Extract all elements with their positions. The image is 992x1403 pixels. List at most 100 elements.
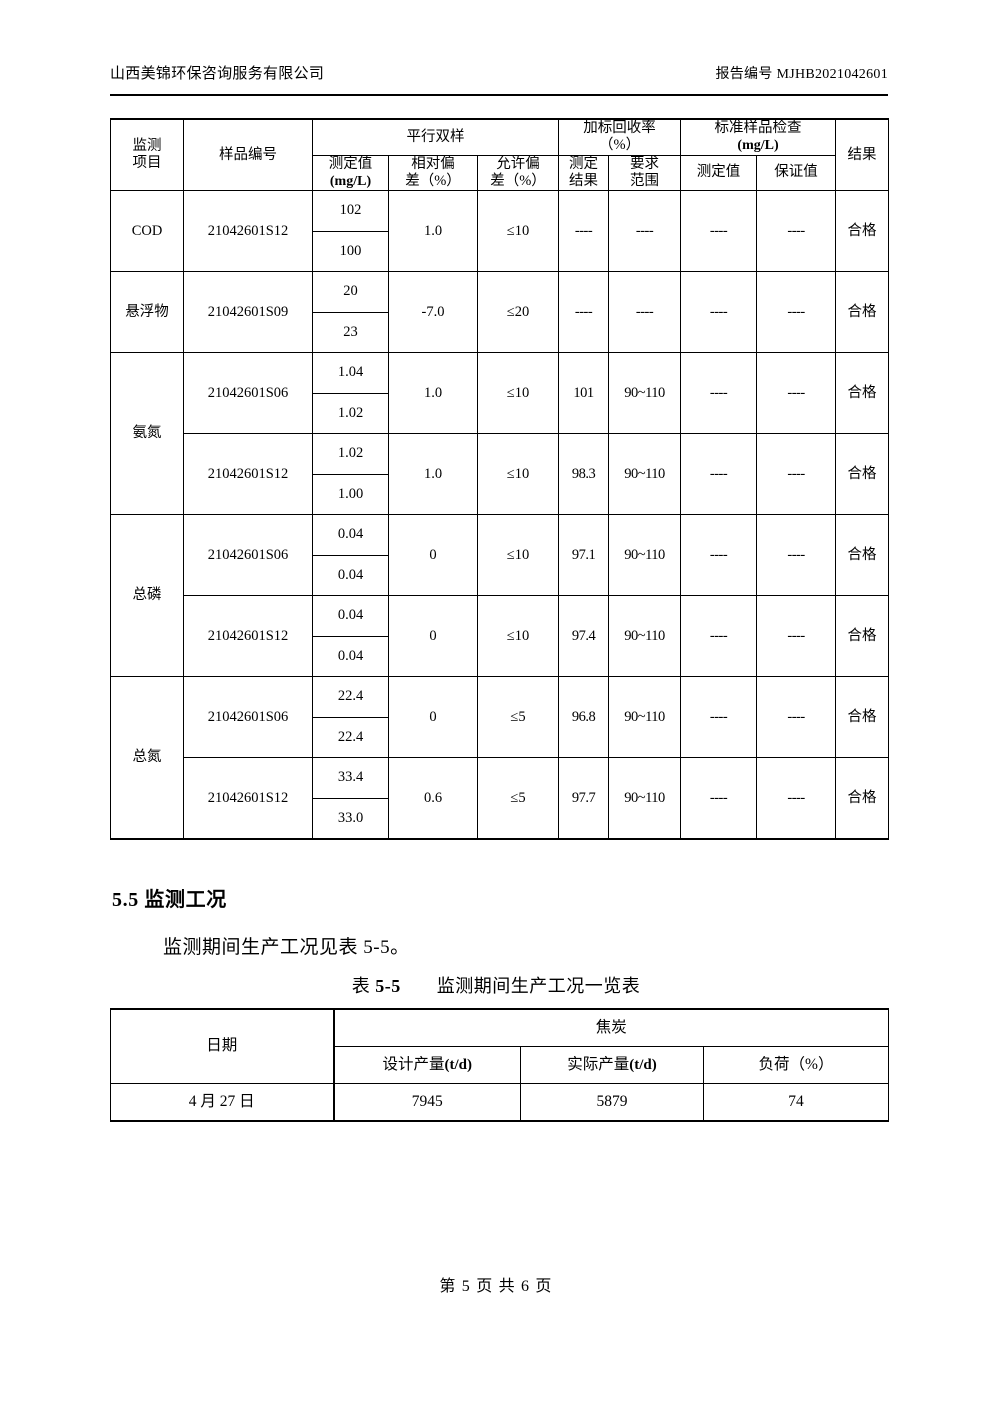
- cell-duplicate-values: 1.02 1.00: [312, 433, 389, 516]
- cell-result: 合格: [835, 433, 890, 516]
- cell-result: 合格: [835, 757, 890, 841]
- cell-result: 合格: [835, 514, 890, 597]
- qc-results-table: 监测 项目 样品编号 平行双样 加标回收率 （%） 标准样品检查 (mg/L) 结果 测定值 (mg…: [110, 118, 890, 841]
- cell-monitor-item: 氨氮: [110, 352, 184, 516]
- table-caption: 表 5-5 监测期间生产工况一览表: [0, 972, 992, 998]
- header-std-measured: 测定值: [680, 154, 758, 192]
- cell-spike-range: 90~110: [608, 514, 682, 597]
- section-title: 5.5 监测工况: [112, 889, 227, 911]
- cell-relative-deviation: -7.0: [388, 271, 478, 354]
- cell-allowed-deviation: ≤5: [476, 676, 560, 759]
- table-row: COD 21042601S12 102 100 1.0 ≤10 ---- ---- ---- --…: [110, 190, 890, 273]
- cell-duplicate-2: 0.04: [337, 566, 364, 583]
- cell-std-measured: ----: [680, 352, 758, 435]
- cell-result: 合格: [835, 190, 890, 273]
- table-row: 悬浮物 21042601S09 20 23 -7.0 ≤20 ---- ---- ---- ---…: [110, 271, 890, 354]
- cell-allowed-deviation: ≤10: [476, 595, 560, 678]
- cell-result: 合格: [835, 676, 890, 759]
- cell-duplicate-values: 33.4 33.0: [312, 757, 389, 841]
- company-name: 山西美锦环保咨询服务有限公司: [110, 66, 325, 82]
- table-row: 4 月 27 日 7945 5879 74: [110, 1083, 890, 1122]
- cell-allowed-deviation: ≤20: [476, 271, 560, 354]
- cell-std-guarantee: ----: [756, 595, 837, 678]
- cell-std-measured: ----: [680, 595, 758, 678]
- cell-sample-no: 21042601S12: [183, 433, 313, 516]
- caption-text: 监测期间生产工况一览表: [436, 976, 641, 996]
- section-paragraph: 监测期间生产工况见表 5-5。: [163, 937, 410, 958]
- cell-duplicate-2: 22.4: [337, 728, 364, 745]
- cell-std-guarantee: ----: [756, 433, 837, 516]
- cell-spike-result: 97.7: [558, 757, 610, 841]
- cell-std-guarantee: ----: [756, 190, 837, 273]
- cell-std-guarantee: ----: [756, 676, 837, 759]
- cell-std-measured: ----: [680, 433, 758, 516]
- cell-duplicate-values: 1.04 1.02: [312, 352, 389, 435]
- cell-result: 合格: [835, 271, 890, 354]
- qc-header-row-1: 监测 项目 样品编号 平行双样 加标回收率 （%） 标准样品检查 (mg/L) 结果: [110, 118, 890, 192]
- cell-duplicate-values: 0.04 0.04: [312, 595, 389, 678]
- cell-duplicate-values: 0.04 0.04: [312, 514, 389, 597]
- cell-duplicate-1: 0.04: [313, 596, 388, 637]
- cell-relative-deviation: 1.0: [388, 190, 478, 273]
- cell-monitor-item: 总磷: [110, 514, 184, 678]
- cell-spike-result: ----: [558, 271, 610, 354]
- header-measured-value: 测定值 (mg/L): [312, 154, 389, 192]
- cell-sample-no: 21042601S12: [183, 190, 313, 273]
- cell-spike-range: ----: [608, 271, 682, 354]
- cell-duplicate-values: 20 23: [312, 271, 389, 354]
- cell-relative-deviation: 1.0: [388, 352, 478, 435]
- table-row: 21042601S12 1.02 1.00 1.0 ≤10 98.3 90~110 ---- -…: [111, 433, 890, 516]
- cell-std-guarantee: ----: [756, 352, 837, 435]
- header-load: 负荷（%）: [702, 1046, 890, 1084]
- cell-spike-range: 90~110: [608, 433, 682, 516]
- cell-spike-result: 97.4: [558, 595, 610, 678]
- cell-std-measured: ----: [680, 757, 758, 841]
- cell-std-guarantee: ----: [756, 757, 837, 841]
- cell-relative-deviation: 1.0: [388, 433, 478, 516]
- cell-date: 4 月 27 日: [110, 1083, 334, 1122]
- cell-spike-result: 101: [558, 352, 610, 435]
- cell-std-measured: ----: [680, 676, 758, 759]
- cell-relative-deviation: 0: [388, 595, 478, 678]
- cell-spike-range: 90~110: [608, 352, 682, 435]
- prod-header-row-2: 设计产量(t/d) 实际产量(t/d) 负荷（%）: [111, 1046, 890, 1084]
- production-table: 日期 焦炭 设计产量(t/d) 实际产量(t/d) 负荷（%） 4 月 27 日 7945 5…: [110, 1008, 890, 1122]
- header-sample-no: 样品编号: [183, 118, 313, 192]
- cell-sample-no: 21042601S06: [183, 676, 313, 759]
- table-row: 21042601S12 33.4 33.0 0.6 ≤5 97.7 90~110 ---- --…: [111, 757, 890, 841]
- cell-std-guarantee: ----: [756, 514, 837, 597]
- cell-result: 合格: [835, 595, 890, 678]
- cell-allowed-deviation: ≤5: [476, 757, 560, 841]
- cell-sample-no: 21042601S06: [183, 352, 313, 435]
- cell-sample-no: 21042601S06: [183, 514, 313, 597]
- table-row: 21042601S12 0.04 0.04 0 ≤10 97.4 90~110 ---- ---…: [111, 595, 890, 678]
- cell-duplicate-2: 1.00: [337, 485, 364, 502]
- page-footer: 第 5 页 共 6 页: [439, 1278, 553, 1295]
- cell-actual-output: 5879: [520, 1083, 704, 1122]
- cell-allowed-deviation: ≤10: [476, 433, 560, 516]
- cell-duplicate-1: 102: [313, 191, 388, 232]
- cell-duplicate-1: 1.04: [313, 353, 388, 394]
- report-number: 报告编号 MJHB2021042601: [715, 67, 888, 82]
- header-parallel-group: 平行双样: [311, 118, 560, 156]
- cell-std-guarantee: ----: [756, 271, 837, 354]
- cell-duplicate-2: 1.02: [337, 404, 364, 421]
- header-design-output: 设计产量(t/d): [332, 1046, 521, 1084]
- cell-monitor-item: COD: [110, 190, 184, 273]
- header-date: 日期: [110, 1008, 334, 1084]
- cell-spike-range: 90~110: [608, 676, 682, 759]
- cell-sample-no: 21042601S12: [183, 757, 313, 841]
- header-coke: 焦炭: [332, 1008, 890, 1047]
- cell-spike-range: 90~110: [608, 757, 682, 841]
- header-allowed-deviation: 允许偏 差（%）: [476, 154, 560, 192]
- cell-spike-result: 96.8: [558, 676, 610, 759]
- cell-allowed-deviation: ≤10: [476, 514, 560, 597]
- cell-std-measured: ----: [680, 190, 758, 273]
- cell-duplicate-2: 0.04: [337, 647, 364, 664]
- cell-allowed-deviation: ≤10: [476, 190, 560, 273]
- cell-relative-deviation: 0: [388, 514, 478, 597]
- qc-header-row-2: 测定值 (mg/L) 相对偏 差（%） 允许偏 差（%） 测定 结果 要求 范围 测定值 保证值: [111, 154, 889, 192]
- cell-duplicate-2: 23: [343, 323, 358, 340]
- cell-std-measured: ----: [680, 514, 758, 597]
